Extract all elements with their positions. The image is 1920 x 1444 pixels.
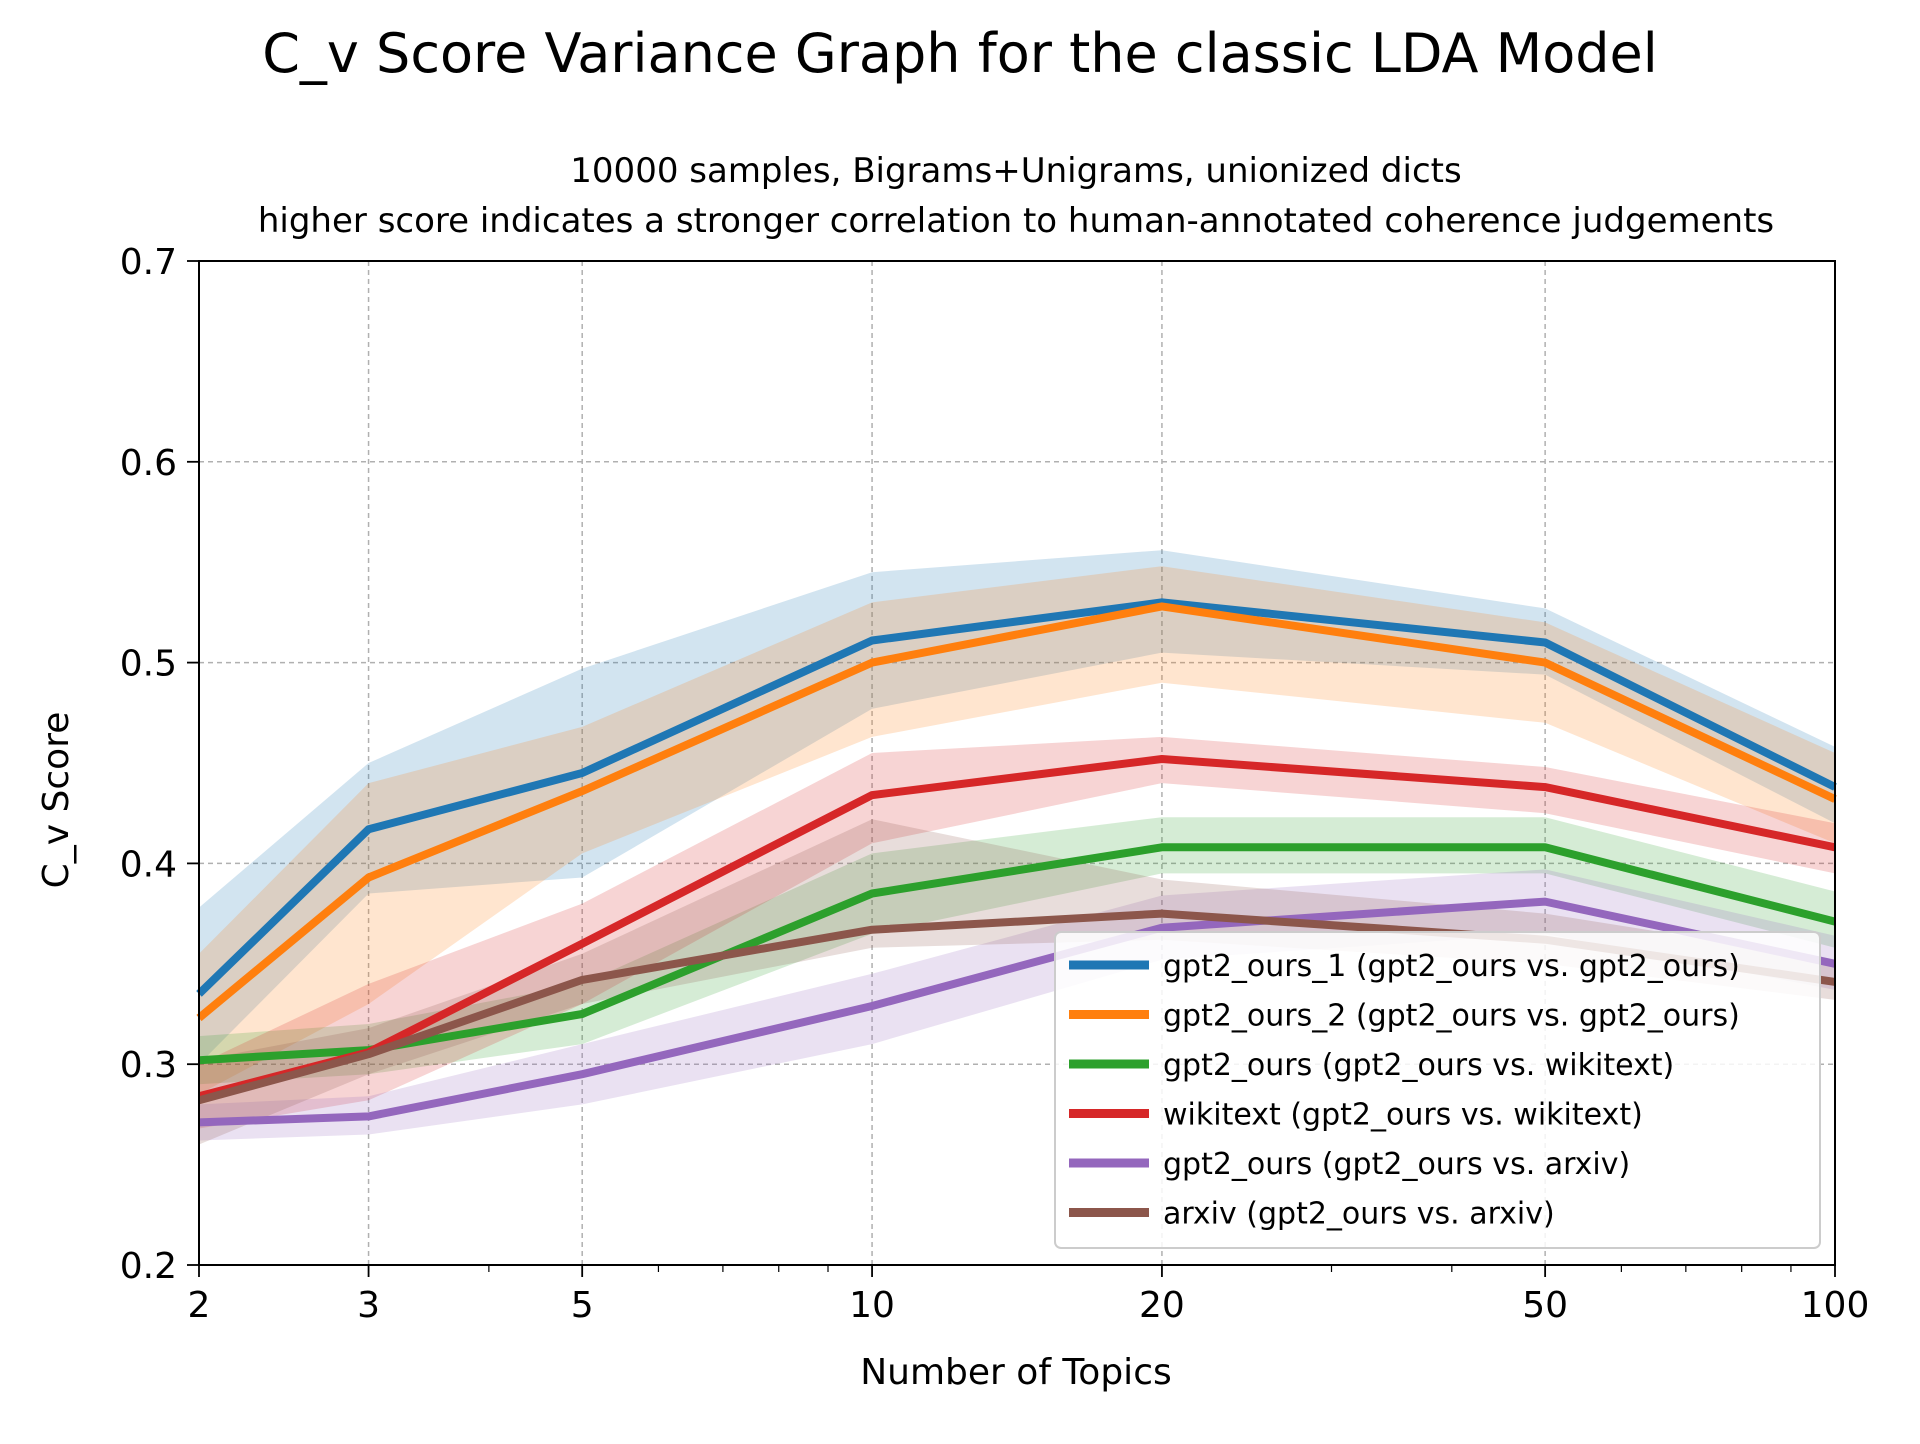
legend-label: gpt2_ours_2 (gpt2_ours vs. gpt2_ours) [1163, 999, 1740, 1034]
x-axis-label: Number of Topics [860, 1352, 1172, 1393]
legend-label: arxiv (gpt2_ours vs. arxiv) [1163, 1197, 1555, 1232]
confidence-band [199, 550, 1835, 1065]
chart-title: C_v Score Variance Graph for the classic… [262, 22, 1658, 85]
y-tick-label: 0.4 [120, 844, 177, 885]
x-tick-label: 20 [1139, 1285, 1185, 1326]
legend-label: gpt2_ours_1 (gpt2_ours vs. gpt2_ours) [1163, 949, 1740, 984]
series-lines [196, 598, 1837, 1127]
confidence-band [199, 817, 1835, 1085]
y-tick-label: 0.7 [120, 242, 177, 283]
series-line [198, 897, 1836, 1127]
legend: gpt2_ours_1 (gpt2_ours vs. gpt2_ours)gpt… [1054, 931, 1821, 1249]
confidence-band [199, 736, 1835, 1129]
chart-subtitle-line-1: 10000 samples, Bigrams+Unigrams, unioniz… [570, 151, 1461, 191]
axes: 2 3 5 10 20 50 100 0.2 0.3 0.4 0.5 0.6 0.7 [120, 242, 1870, 1326]
series-line [196, 598, 1837, 997]
y-tick-label: 0.2 [120, 1246, 177, 1287]
x-tick-label: 5 [571, 1285, 594, 1326]
legend-label: gpt2_ours (gpt2_ours vs. arxiv) [1163, 1147, 1630, 1182]
x-tick-label: 3 [357, 1285, 380, 1326]
confidence-band [199, 819, 1835, 1145]
plot-frame [198, 260, 1836, 1266]
x-tick-label: 2 [188, 1285, 211, 1326]
x-tick-label: 50 [1522, 1285, 1568, 1326]
y-tick-label: 0.3 [120, 1045, 177, 1086]
y-tick-label: 0.6 [120, 443, 177, 484]
series-line [196, 602, 1837, 1022]
legend-label: wikitext (gpt2_ours vs. wikitext) [1163, 1098, 1643, 1133]
chart-subtitle-line-2: higher score indicates a stronger correl… [258, 201, 1774, 241]
y-axis-label: C_v Score [36, 712, 77, 889]
y-tick-label: 0.5 [120, 644, 177, 685]
legend-box [1054, 931, 1821, 1249]
x-tick-label: 10 [849, 1285, 895, 1326]
x-tick-label: 100 [1801, 1285, 1870, 1326]
legend-label: gpt2_ours (gpt2_ours vs. wikitext) [1163, 1048, 1674, 1083]
confidence-band [199, 566, 1835, 1095]
